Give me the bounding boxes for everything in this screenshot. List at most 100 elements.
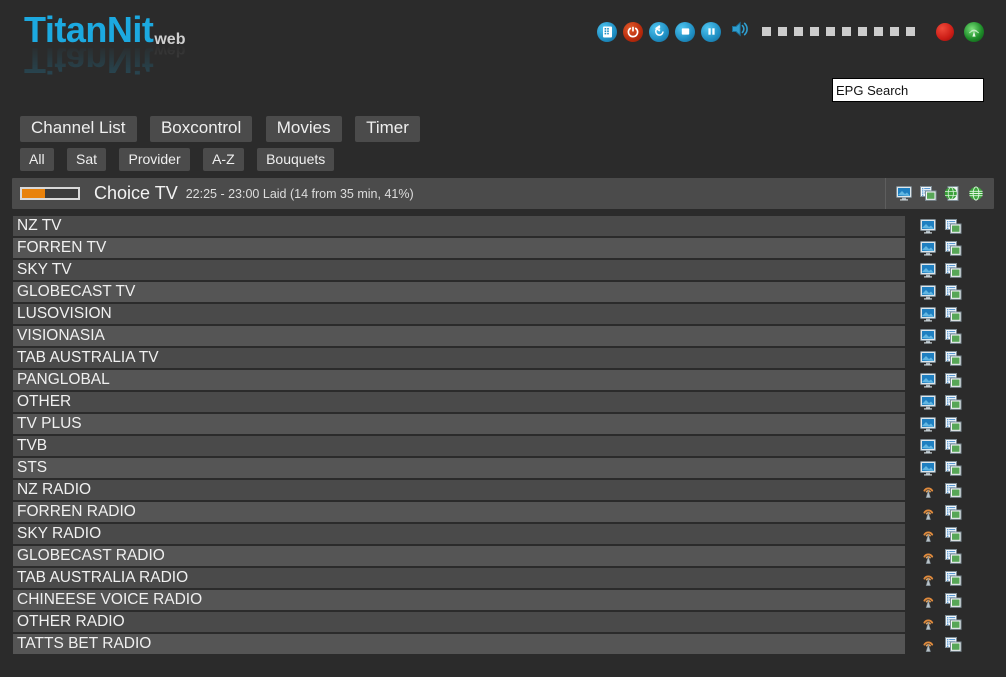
tab-timer[interactable]: Timer bbox=[355, 116, 420, 142]
tab-movies[interactable]: Movies bbox=[265, 116, 342, 142]
channel-name[interactable]: STS bbox=[13, 458, 905, 478]
channel-name[interactable]: OTHER bbox=[13, 392, 905, 412]
filter-all[interactable]: All bbox=[20, 148, 54, 172]
channel-row[interactable]: VISIONASIA bbox=[0, 325, 1006, 347]
filter-bouquets[interactable]: Bouquets bbox=[257, 148, 335, 172]
bouquet-list-icon[interactable] bbox=[945, 328, 962, 344]
signal-antenna-icon[interactable] bbox=[964, 21, 984, 42]
bouquet-list-icon[interactable] bbox=[945, 350, 962, 366]
monitor-icon[interactable] bbox=[920, 218, 937, 234]
box-info-icon[interactable] bbox=[597, 21, 617, 42]
radio-antenna-icon[interactable] bbox=[920, 483, 937, 498]
channel-row[interactable]: TV PLUS bbox=[0, 413, 1006, 435]
channel-row[interactable]: TATTS BET RADIO bbox=[0, 633, 1006, 655]
channel-name[interactable]: TAB AUSTRALIA RADIO bbox=[13, 568, 905, 588]
radio-antenna-icon[interactable] bbox=[920, 527, 937, 542]
bouquet-list-icon[interactable] bbox=[945, 438, 962, 454]
volume-icon[interactable] bbox=[731, 20, 750, 43]
bouquet-list-icon[interactable] bbox=[945, 548, 962, 564]
filter-provider[interactable]: Provider bbox=[119, 148, 190, 172]
volume-block[interactable] bbox=[842, 27, 851, 36]
channel-row[interactable]: NZ RADIO bbox=[0, 479, 1006, 501]
channel-row[interactable]: SKY TV bbox=[0, 259, 1006, 281]
channel-name[interactable]: FORREN TV bbox=[13, 238, 905, 258]
volume-level-blocks[interactable] bbox=[762, 27, 922, 36]
monitor-icon[interactable] bbox=[920, 284, 937, 300]
epg-list-icon[interactable] bbox=[920, 186, 937, 201]
channel-row[interactable]: LUSOVISION bbox=[0, 303, 1006, 325]
volume-block[interactable] bbox=[810, 27, 819, 36]
bouquet-list-icon[interactable] bbox=[945, 306, 962, 322]
bouquet-list-icon[interactable] bbox=[945, 570, 962, 586]
channel-name[interactable]: SKY TV bbox=[13, 260, 905, 280]
radio-antenna-icon[interactable] bbox=[920, 593, 937, 608]
channel-name[interactable]: TAB AUSTRALIA TV bbox=[13, 348, 905, 368]
channel-row[interactable]: NZ TV bbox=[0, 215, 1006, 237]
stream-tv-icon[interactable] bbox=[896, 186, 913, 201]
volume-block[interactable] bbox=[890, 27, 899, 36]
channel-row[interactable]: GLOBECAST TV bbox=[0, 281, 1006, 303]
bouquet-list-icon[interactable] bbox=[945, 416, 962, 432]
channel-name[interactable]: NZ RADIO bbox=[13, 480, 905, 500]
monitor-icon[interactable] bbox=[920, 438, 937, 454]
monitor-icon[interactable] bbox=[920, 306, 937, 322]
channel-name[interactable]: FORREN RADIO bbox=[13, 502, 905, 522]
channel-row[interactable]: TAB AUSTRALIA TV bbox=[0, 347, 1006, 369]
channel-name[interactable]: GLOBECAST RADIO bbox=[13, 546, 905, 566]
volume-block[interactable] bbox=[874, 27, 883, 36]
bouquet-list-icon[interactable] bbox=[945, 372, 962, 388]
power-icon[interactable] bbox=[623, 21, 643, 42]
bouquet-list-icon[interactable] bbox=[945, 526, 962, 542]
bouquet-list-icon[interactable] bbox=[945, 460, 962, 476]
bouquet-list-icon[interactable] bbox=[945, 218, 962, 234]
bouquet-list-icon[interactable] bbox=[945, 592, 962, 608]
monitor-icon[interactable] bbox=[920, 372, 937, 388]
bouquet-list-icon[interactable] bbox=[945, 262, 962, 278]
channel-row[interactable]: SKY RADIO bbox=[0, 523, 1006, 545]
radio-antenna-icon[interactable] bbox=[920, 549, 937, 564]
channel-row[interactable]: OTHER RADIO bbox=[0, 611, 1006, 633]
channel-name[interactable]: CHINEESE VOICE RADIO bbox=[13, 590, 905, 610]
channel-name[interactable]: GLOBECAST TV bbox=[13, 282, 905, 302]
record-indicator-icon[interactable] bbox=[936, 22, 954, 41]
monitor-icon[interactable] bbox=[920, 350, 937, 366]
tab-channel-list[interactable]: Channel List bbox=[20, 116, 137, 142]
restart-icon[interactable] bbox=[649, 21, 669, 42]
channel-row[interactable]: FORREN TV bbox=[0, 237, 1006, 259]
channel-row[interactable]: GLOBECAST RADIO bbox=[0, 545, 1006, 567]
epg-search-input[interactable] bbox=[832, 78, 984, 102]
stop-icon[interactable] bbox=[675, 21, 695, 42]
channel-row[interactable]: FORREN RADIO bbox=[0, 501, 1006, 523]
channel-name[interactable]: LUSOVISION bbox=[13, 304, 905, 324]
channel-row[interactable]: CHINEESE VOICE RADIO bbox=[0, 589, 1006, 611]
volume-block[interactable] bbox=[794, 27, 803, 36]
volume-block[interactable] bbox=[826, 27, 835, 36]
monitor-icon[interactable] bbox=[920, 460, 937, 476]
bouquet-list-icon[interactable] bbox=[945, 482, 962, 498]
channel-row[interactable]: TVB bbox=[0, 435, 1006, 457]
bouquet-list-icon[interactable] bbox=[945, 614, 962, 630]
tab-boxcontrol[interactable]: Boxcontrol bbox=[149, 116, 253, 142]
channel-name[interactable]: OTHER RADIO bbox=[13, 612, 905, 632]
monitor-icon[interactable] bbox=[920, 328, 937, 344]
bouquet-list-icon[interactable] bbox=[945, 284, 962, 300]
bouquet-list-icon[interactable] bbox=[945, 636, 962, 652]
volume-block[interactable] bbox=[906, 27, 915, 36]
bouquet-list-icon[interactable] bbox=[945, 394, 962, 410]
channel-row[interactable]: TAB AUSTRALIA RADIO bbox=[0, 567, 1006, 589]
bouquet-list-icon[interactable] bbox=[945, 504, 962, 520]
monitor-icon[interactable] bbox=[920, 240, 937, 256]
globe-icon[interactable] bbox=[968, 186, 984, 201]
channel-name[interactable]: TATTS BET RADIO bbox=[13, 634, 905, 654]
radio-antenna-icon[interactable] bbox=[920, 615, 937, 630]
monitor-icon[interactable] bbox=[920, 394, 937, 410]
channel-row[interactable]: OTHER bbox=[0, 391, 1006, 413]
radio-antenna-icon[interactable] bbox=[920, 637, 937, 652]
channel-name[interactable]: NZ TV bbox=[13, 216, 905, 236]
volume-block[interactable] bbox=[762, 27, 771, 36]
channel-name[interactable]: TVB bbox=[13, 436, 905, 456]
radio-antenna-icon[interactable] bbox=[920, 505, 937, 520]
pause-icon[interactable] bbox=[701, 21, 721, 42]
volume-block[interactable] bbox=[778, 27, 787, 36]
volume-block[interactable] bbox=[858, 27, 867, 36]
